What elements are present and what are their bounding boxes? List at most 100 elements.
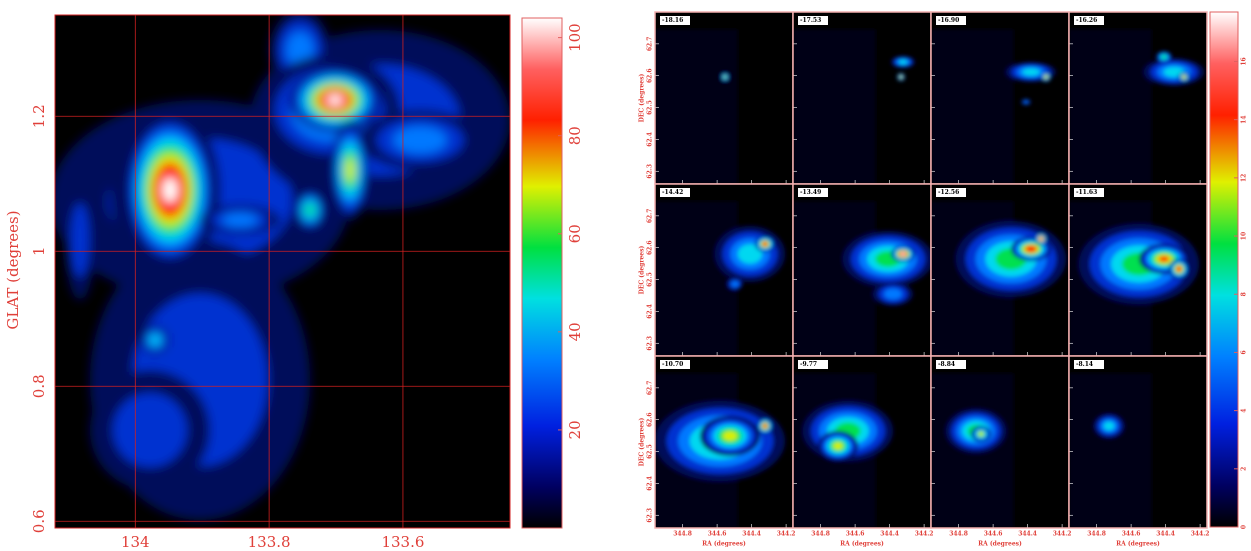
velocity-box [936, 16, 966, 25]
emission-blur [1069, 373, 1152, 528]
x-tick-label: 344.8 [1087, 531, 1106, 538]
emission [113, 393, 187, 467]
colorbar-label: 6 [1241, 350, 1248, 354]
background-noise [655, 29, 738, 184]
velocity-box [798, 16, 828, 25]
y-tick-label: 62.4 [647, 476, 654, 491]
background-noise [1069, 373, 1152, 528]
emission-map [931, 29, 1056, 184]
emission-map [1069, 373, 1152, 528]
x-tick-label: 344.8 [673, 531, 692, 538]
x-tick-label: 133.6 [381, 533, 424, 551]
emission-map [655, 29, 738, 184]
y-tick-label: 62.3 [647, 508, 654, 523]
emission [1177, 267, 1181, 271]
emission [724, 76, 726, 78]
emission [393, 126, 447, 154]
emission-map [793, 201, 931, 356]
velocity-label: -13.49 [800, 189, 821, 196]
emission [1040, 238, 1042, 240]
velocity-label: -8.84 [938, 361, 955, 368]
colorbar-label: 14 [1241, 115, 1248, 123]
velocity-box [936, 360, 966, 369]
emission [1044, 75, 1048, 79]
emission [1182, 75, 1186, 79]
x-tick-label: 344.6 [846, 531, 865, 538]
x-tick-label: 344.6 [708, 531, 727, 538]
velocity-box [1074, 360, 1104, 369]
velocity-box [660, 360, 690, 369]
velocity-label: -17.53 [800, 17, 821, 24]
y-tick-label: 62.3 [647, 164, 654, 179]
emission [731, 281, 739, 287]
y-tick-label: 0.8 [30, 374, 48, 398]
x-axis-label: RA (degrees) [840, 541, 884, 548]
emission-blur [655, 201, 785, 356]
x-tick-label: 133.8 [248, 533, 291, 551]
x-axis-label: RA (degrees) [978, 541, 1022, 548]
colorbar [521, 17, 563, 529]
colorbar-label: 12 [1241, 174, 1248, 182]
emission [833, 442, 843, 450]
y-tick-label: 62.5 [647, 272, 654, 287]
velocity-label: -14.42 [662, 189, 683, 196]
emission [763, 242, 767, 246]
image [55, 15, 510, 520]
emission [162, 177, 178, 203]
emission-map [931, 373, 1014, 528]
background-noise [655, 201, 738, 356]
y-tick-label: 62.3 [647, 336, 654, 351]
emission [737, 244, 763, 264]
emission-map [793, 373, 893, 528]
y-tick-label: 62.7 [647, 209, 654, 224]
emission [1161, 55, 1167, 59]
panel-frame [1068, 355, 1208, 529]
emission [763, 424, 767, 428]
emission [222, 213, 258, 227]
y-tick-label: 1.2 [30, 104, 48, 128]
emission [1103, 421, 1115, 431]
x-tick-label: 344.8 [949, 531, 968, 538]
velocity-label: -11.63 [1076, 189, 1097, 196]
velocity-box [660, 16, 690, 25]
velocity-label: -16.90 [938, 17, 959, 24]
y-tick-label: 62.7 [647, 381, 654, 396]
y-tick-label: 62.4 [647, 132, 654, 147]
x-tick-label: 344.8 [811, 531, 830, 538]
y-tick-label: 1 [30, 246, 48, 256]
emission [884, 288, 902, 300]
emission-map [655, 201, 785, 356]
velocity-box [1074, 188, 1104, 197]
y-axis-label: DEC (degrees) [639, 417, 646, 466]
velocity-label: -8.14 [1076, 361, 1093, 368]
velocity-label: -9.77 [800, 361, 817, 368]
colorbar-label: 100 [566, 23, 584, 52]
emission-map [793, 29, 915, 184]
colorbar-label: 80 [566, 126, 584, 145]
emission [1022, 68, 1040, 76]
emission-map [1069, 29, 1204, 184]
velocity-label: -16.26 [1076, 17, 1097, 24]
colorbar-label: 16 [1241, 57, 1248, 65]
emission-map [931, 201, 1066, 356]
colorbar-label: 40 [566, 322, 584, 341]
colorbar-label: 4 [1241, 409, 1248, 413]
emission-blur [793, 201, 931, 356]
background-noise [1069, 29, 1152, 184]
velocity-box [798, 188, 828, 197]
colorbar-label: 60 [566, 224, 584, 243]
emission-map [55, 15, 510, 520]
emission [150, 335, 160, 345]
emission [327, 94, 343, 106]
y-axis-label: DEC (degrees) [639, 73, 646, 122]
colorbar-label: 0 [1241, 525, 1248, 529]
emission-blur [931, 29, 1056, 184]
y-tick-label: 62.7 [647, 37, 654, 52]
emission [70, 203, 90, 277]
emission [305, 204, 315, 216]
velocity-box [1074, 16, 1104, 25]
x-tick-label: 344.2 [915, 531, 934, 538]
x-tick-label: 344.4 [1156, 531, 1175, 538]
